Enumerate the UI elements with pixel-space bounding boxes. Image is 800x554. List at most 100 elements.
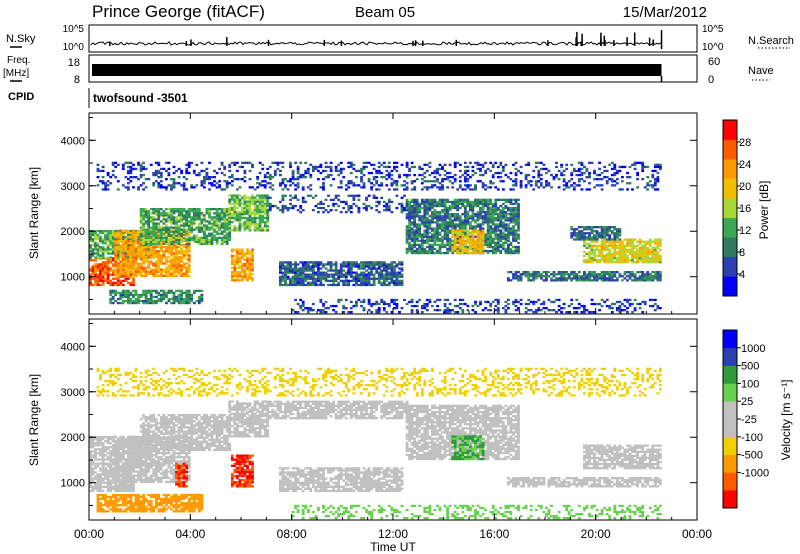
echo-cell — [517, 223, 520, 226]
echo-cell — [172, 218, 176, 221]
echo-cell — [210, 184, 214, 187]
echo-cell — [471, 227, 475, 230]
echo-cell — [220, 163, 224, 166]
echo-cell — [423, 251, 427, 255]
echo-cell — [395, 279, 399, 282]
echo-cell — [656, 244, 660, 247]
echo-cell — [433, 231, 437, 234]
echo-cell — [413, 231, 417, 234]
echo-cell — [539, 277, 543, 280]
echo-cell — [415, 200, 419, 204]
echo-cell — [484, 241, 487, 244]
echo-cell — [408, 206, 411, 210]
echo-cell — [119, 266, 123, 269]
echo-cell — [129, 171, 133, 175]
echo-cell — [456, 229, 460, 232]
echo-cell — [603, 234, 607, 237]
echo-cell — [337, 300, 341, 304]
echo-cell — [641, 248, 645, 251]
echo-cell — [210, 238, 214, 241]
echo-cell — [342, 206, 346, 210]
echo-cell — [598, 259, 601, 262]
echo-cell — [291, 275, 295, 278]
echo-cell — [410, 251, 414, 255]
echo-cell — [170, 244, 173, 247]
echo-cell — [187, 244, 191, 247]
echo-cell — [286, 269, 290, 272]
echo-cell — [154, 254, 158, 257]
echo-cell — [129, 301, 133, 305]
echo-cell — [626, 307, 629, 310]
echo-cell — [580, 277, 584, 280]
echo-cell — [152, 268, 156, 271]
echo-cell — [408, 215, 411, 218]
echo-cell — [256, 229, 259, 232]
echo-cell — [165, 234, 168, 237]
echo-cell — [114, 233, 118, 236]
echo-cell — [248, 264, 252, 268]
echo-cell — [486, 211, 490, 214]
echo-cell — [588, 275, 591, 278]
echo-cell — [408, 227, 411, 230]
echo-cell — [205, 171, 209, 175]
echo-cell — [415, 249, 419, 253]
echo-cell — [159, 262, 163, 265]
echo-cell — [106, 261, 110, 264]
echo-cell — [190, 220, 194, 223]
echo-cell — [301, 261, 305, 264]
echo-cell — [456, 198, 460, 201]
echo-cell — [595, 273, 599, 276]
echo-cell — [517, 225, 520, 228]
echo-cell — [157, 297, 161, 301]
echo-cell — [656, 277, 660, 280]
echo-cell — [552, 273, 556, 276]
echo-cell — [187, 233, 191, 236]
echo-cell — [512, 237, 515, 240]
echo-cell — [413, 221, 417, 224]
echo-cell — [299, 275, 303, 278]
echo-cell — [152, 264, 156, 267]
echo-cell — [182, 301, 186, 305]
echo-cell — [208, 161, 211, 164]
echo-cell — [243, 258, 247, 261]
echo-cell — [187, 266, 191, 269]
echo-cell — [512, 239, 515, 242]
echo-cell — [588, 236, 591, 239]
echo-cell — [172, 178, 176, 181]
echo-cell — [167, 270, 171, 273]
echo-cell — [501, 247, 505, 251]
echo-cell — [489, 219, 493, 222]
echo-cell — [301, 281, 305, 284]
echo-cell — [197, 242, 201, 246]
echo-cell — [233, 210, 237, 214]
echo-cell — [410, 245, 414, 249]
echo-cell — [514, 275, 518, 278]
echo-cell — [436, 221, 439, 224]
echo-cell — [228, 200, 232, 203]
echo-cell — [324, 300, 328, 304]
echo-cell — [509, 213, 513, 216]
echo-cell — [344, 211, 348, 214]
echo-cell — [436, 211, 439, 214]
echo-cell — [170, 262, 173, 265]
echo-cell — [147, 270, 151, 273]
echo-cell — [458, 298, 462, 302]
echo-cell — [96, 269, 100, 272]
echo-cell — [197, 230, 201, 233]
echo-cell — [507, 245, 510, 249]
echo-cell — [453, 217, 457, 220]
echo-cell — [545, 273, 548, 276]
echo-cell — [301, 304, 305, 308]
echo-cell — [486, 217, 490, 220]
echo-cell — [195, 218, 199, 221]
echo-cell — [116, 254, 120, 257]
echo-cell — [443, 233, 447, 236]
echo-cell — [608, 261, 612, 264]
echo-cell — [355, 261, 358, 264]
echo-cell — [519, 298, 523, 302]
echo-cell — [246, 221, 249, 224]
echo-cell — [233, 194, 237, 197]
echo-cell — [433, 200, 437, 204]
echo-cell — [334, 269, 338, 272]
echo-cell — [509, 200, 513, 204]
